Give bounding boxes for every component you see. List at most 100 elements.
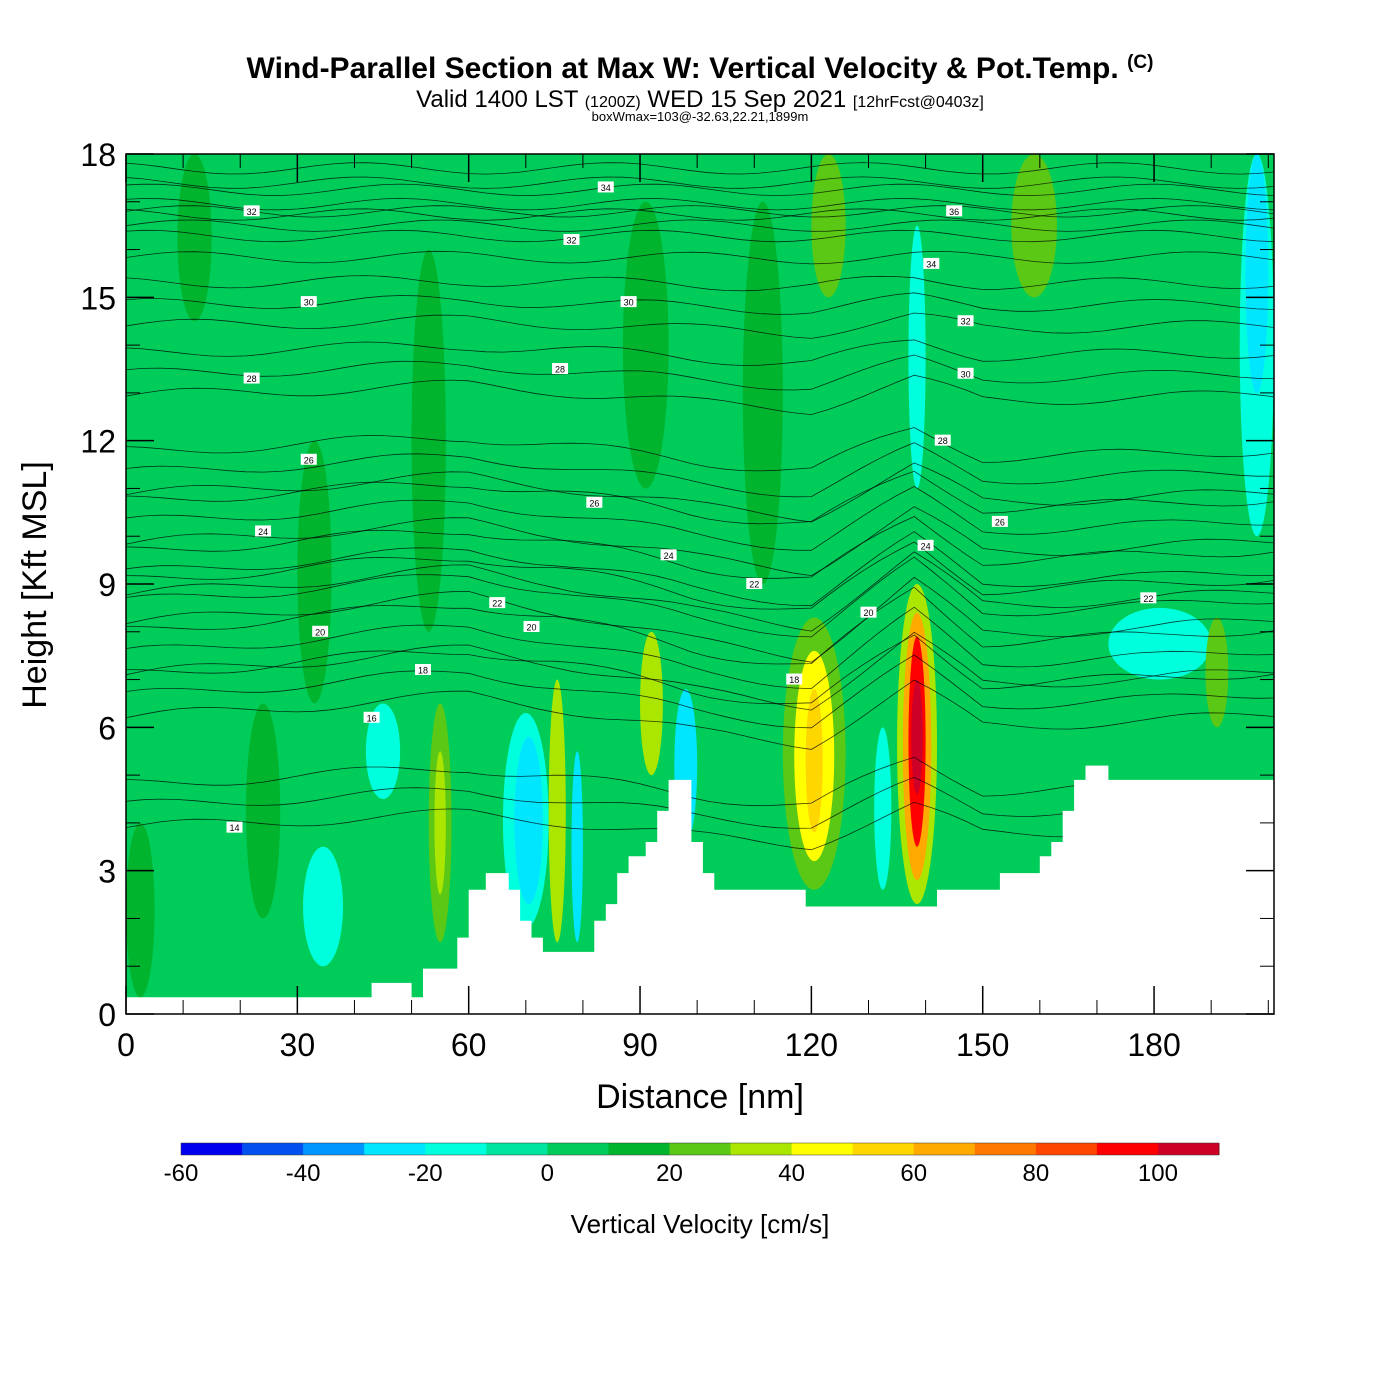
theta-label: 20 bbox=[523, 621, 540, 633]
velocity-cell bbox=[297, 440, 332, 704]
theta-contour-line bbox=[126, 312, 1274, 339]
colorbar-swatch bbox=[669, 1143, 732, 1155]
velocity-cell bbox=[640, 631, 663, 776]
velocity-cell bbox=[805, 689, 823, 833]
theta-contour-line bbox=[126, 551, 1274, 632]
theta-label-text: 22 bbox=[1143, 594, 1153, 604]
y-tick-label: 0 bbox=[98, 997, 116, 1033]
y-tick-label: 15 bbox=[80, 280, 116, 316]
velocity-cell bbox=[177, 154, 212, 322]
y-tick-label: 6 bbox=[98, 710, 116, 746]
colorbar-swatch bbox=[486, 1143, 548, 1155]
colorbar-swatch bbox=[364, 1143, 426, 1155]
theta-contour-line bbox=[126, 631, 1274, 711]
velocity-cell bbox=[411, 249, 446, 632]
theta-label-box bbox=[300, 453, 317, 465]
colorbar-swatch bbox=[303, 1143, 365, 1155]
theta-label-box bbox=[489, 597, 506, 609]
theta-label-text: 32 bbox=[247, 207, 257, 217]
theta-label-text: 16 bbox=[367, 713, 377, 723]
theta-label-box bbox=[597, 181, 614, 193]
theta-label-text: 20 bbox=[863, 608, 873, 618]
theta-label-text: 24 bbox=[921, 541, 931, 551]
velocity-cell bbox=[571, 751, 583, 943]
colorbar-swatch bbox=[181, 1143, 243, 1155]
theta-label-text: 24 bbox=[664, 551, 674, 561]
velocity-cell bbox=[811, 154, 846, 298]
theta-contour-line bbox=[126, 654, 1274, 729]
theta-contour-line bbox=[126, 229, 1274, 243]
theta-label-text: 34 bbox=[926, 259, 936, 269]
theta-contour-line bbox=[126, 219, 1274, 232]
theta-label: 24 bbox=[917, 539, 934, 551]
theta-label-box bbox=[957, 315, 974, 327]
theta-label-box bbox=[226, 821, 243, 833]
theta-label: 34 bbox=[923, 257, 940, 269]
theta-label-box bbox=[363, 711, 380, 723]
colorbar-title: Vertical Velocity [cm/s] bbox=[571, 1209, 830, 1239]
velocity-cell bbox=[622, 201, 669, 489]
colorbar: -60 -40 -20 0 20 40 60 80 100 bbox=[164, 1142, 1220, 1187]
colorbar-swatch bbox=[852, 1143, 915, 1155]
box-wmax-info: boxWmax=103@-32.63,22.21,1899m bbox=[591, 109, 809, 124]
colorbar-swatch bbox=[913, 1143, 976, 1155]
theta-label: 20 bbox=[860, 606, 877, 618]
theta-contour-line bbox=[126, 374, 1274, 416]
theta-label-text: 30 bbox=[961, 369, 971, 379]
colorbar-swatch bbox=[608, 1143, 670, 1155]
theta-label: 26 bbox=[300, 453, 317, 465]
theta-label-box bbox=[312, 625, 329, 637]
colorbar-swatch bbox=[1035, 1143, 1098, 1155]
velocity-cell bbox=[434, 751, 446, 895]
colorbar-tick-label: 60 bbox=[900, 1160, 927, 1187]
theta-label-text: 32 bbox=[961, 317, 971, 327]
theta-label: 32 bbox=[957, 315, 974, 327]
theta-label-box bbox=[523, 621, 540, 632]
theta-label-text: 22 bbox=[492, 599, 502, 609]
theta-label: 30 bbox=[957, 367, 974, 379]
chart-subtitle: Valid 1400 LST (1200Z) WED 15 Sep 2021 [… bbox=[0, 86, 1400, 114]
colorbar-tick-label: 80 bbox=[1022, 1160, 1049, 1187]
colorbar-tick-label: 100 bbox=[1138, 1160, 1178, 1187]
theta-contour-line bbox=[126, 208, 1274, 221]
theta-contour-line bbox=[126, 586, 1274, 665]
theta-contour-line bbox=[126, 339, 1274, 366]
theta-label: 24 bbox=[255, 525, 272, 537]
y-tick-label: 18 bbox=[80, 137, 116, 173]
x-tick-label: 90 bbox=[622, 1027, 658, 1063]
theta-contour-line bbox=[126, 576, 1274, 663]
theta-label-text: 36 bbox=[949, 207, 959, 217]
theta-label-text: 20 bbox=[315, 627, 325, 637]
theta-label: 22 bbox=[1140, 592, 1157, 604]
theta-label: 32 bbox=[563, 234, 580, 246]
theta-label-box bbox=[1140, 592, 1157, 604]
theta-label: 18 bbox=[786, 673, 803, 685]
theta-contour-line bbox=[126, 427, 1274, 472]
y-tick-label: 3 bbox=[98, 854, 116, 890]
theta-label-box bbox=[660, 549, 677, 561]
chart-title: Wind-Parallel Section at Max W: Vertical… bbox=[0, 52, 1400, 86]
theta-label-box bbox=[860, 606, 877, 618]
colorbar-tick-label: 40 bbox=[778, 1160, 805, 1187]
theta-label-box bbox=[957, 367, 974, 379]
theta-label: 30 bbox=[300, 296, 317, 308]
theta-contour-line bbox=[126, 634, 1274, 705]
theta-label-text: 30 bbox=[304, 298, 314, 308]
forecast-info: [12hrFcst@0403z] bbox=[852, 94, 984, 111]
theta-contour-line bbox=[126, 679, 1274, 750]
theta-contour-line bbox=[126, 162, 1274, 175]
theta-label: 26 bbox=[991, 515, 1008, 527]
theta-label-box bbox=[934, 434, 951, 446]
theta-label-box bbox=[946, 205, 963, 217]
theta-label-text: 26 bbox=[995, 517, 1005, 527]
velocity-cell bbox=[874, 727, 892, 890]
theta-label: 30 bbox=[620, 296, 637, 308]
valid-utc: (1200Z) bbox=[584, 94, 641, 111]
colorbar-swatch bbox=[791, 1143, 854, 1155]
terrain-area bbox=[126, 765, 1274, 1014]
valid-time: Valid 1400 LST bbox=[416, 86, 579, 113]
velocity-cell bbox=[1205, 617, 1229, 728]
colorbar-tick-label: -40 bbox=[286, 1160, 321, 1187]
theta-label-text: 26 bbox=[304, 455, 314, 465]
